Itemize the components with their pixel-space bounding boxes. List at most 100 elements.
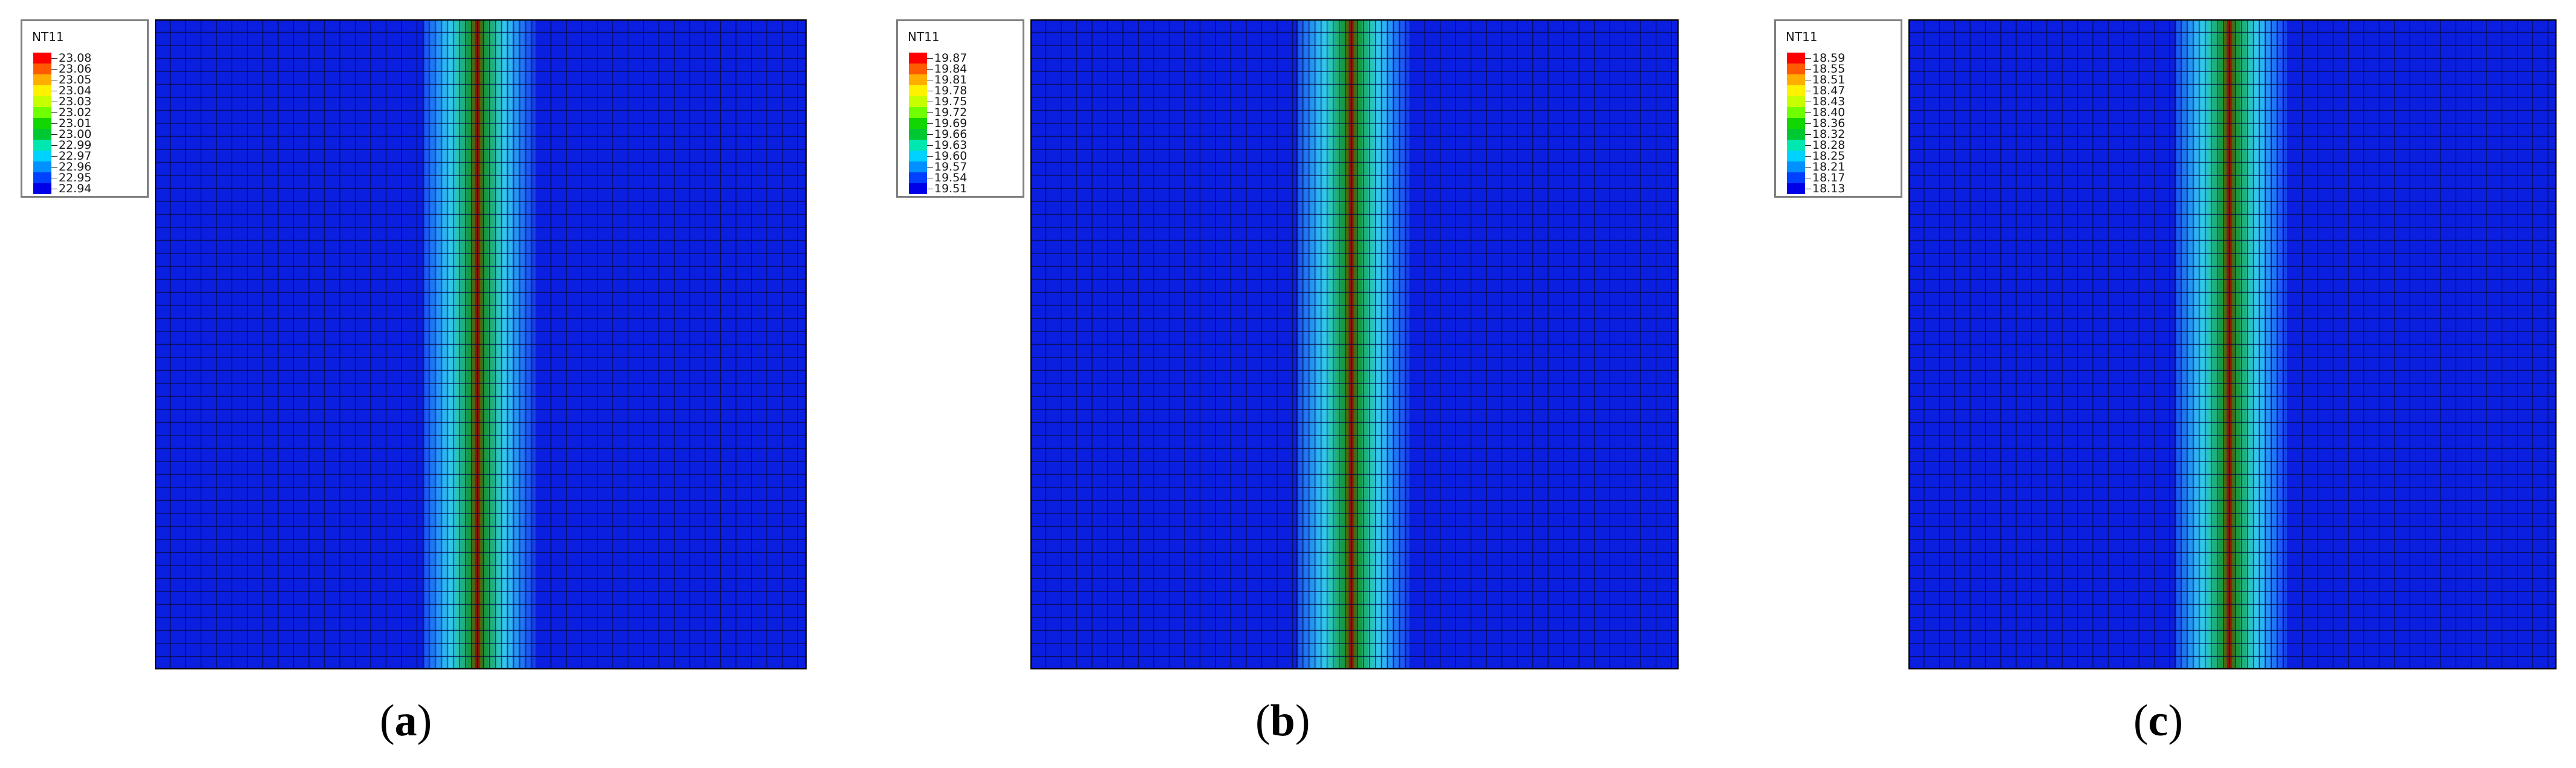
legend-swatch (33, 129, 51, 140)
legend-tick (927, 156, 933, 157)
legend-entry: 18.43 (1787, 95, 1902, 108)
legend-value-label: 18.32 (1812, 128, 1846, 141)
legend-value-label: 18.59 (1812, 51, 1846, 65)
legend-tick (927, 112, 933, 113)
legend-value-label: 18.47 (1812, 84, 1846, 97)
temperature-contour-plot (1908, 19, 2557, 669)
legend-swatch (909, 161, 927, 172)
legend-tick (1805, 167, 1811, 168)
legend-swatch (33, 85, 51, 96)
legend-tick (927, 134, 933, 135)
legend-value-label: 19.84 (934, 62, 968, 76)
legend-value-label: 18.13 (1812, 182, 1846, 195)
legend-tick (51, 156, 57, 157)
legend: NT11 19.87 19.84 19.81 19.78 19.75 19.72 19.69… (896, 19, 1024, 198)
legend-value-label: 22.96 (59, 160, 92, 174)
legend-swatch (909, 53, 927, 63)
legend-swatch (1787, 96, 1805, 107)
legend-entry: 19.84 (909, 62, 1024, 76)
legend-entry: 18.28 (1787, 138, 1902, 152)
legend-swatch (33, 140, 51, 151)
legend-swatch (909, 85, 927, 96)
legend-entry: 18.17 (1787, 171, 1902, 184)
legend-tick (51, 112, 57, 113)
legend-tick (1805, 69, 1811, 70)
legend-entry: 22.94 (33, 182, 148, 195)
legend-value-label: 18.28 (1812, 138, 1846, 152)
legend-value-label: 18.25 (1812, 149, 1846, 163)
temperature-contour-plot (1030, 19, 1679, 669)
legend-tick (927, 58, 933, 59)
legend-value-label: 23.05 (59, 73, 92, 86)
legend-swatch (33, 172, 51, 183)
legend-value-label: 19.81 (934, 73, 968, 86)
legend-entry: 23.02 (33, 106, 148, 119)
legend-tick (927, 167, 933, 168)
legend-value-label: 23.02 (59, 106, 92, 119)
legend-swatch (909, 151, 927, 161)
legend-value-label: 23.03 (59, 95, 92, 108)
legend-swatch (33, 74, 51, 85)
legend-swatch (1787, 172, 1805, 183)
legend-tick (51, 69, 57, 70)
legend-value-label: 19.60 (934, 149, 968, 163)
mesh-grid (155, 19, 807, 669)
legend-value-label: 23.08 (59, 51, 92, 65)
legend-swatch (909, 63, 927, 74)
legend-swatch (1787, 140, 1805, 151)
legend-entry: 18.40 (1787, 106, 1902, 119)
legend-swatch (1787, 161, 1805, 172)
legend-tick (927, 69, 933, 70)
legend-value-label: 18.55 (1812, 62, 1846, 76)
legend-value-label: 23.00 (59, 128, 92, 141)
caption: (c) (2133, 696, 2184, 746)
legend-swatch (1787, 74, 1805, 85)
legend-swatch (1787, 183, 1805, 194)
temperature-contour-plot (155, 19, 807, 669)
legend-entry: 19.81 (909, 73, 1024, 86)
legend-value-label: 19.72 (934, 106, 968, 119)
legend-tick (1805, 58, 1811, 59)
legend-entry: 19.60 (909, 149, 1024, 163)
legend-tick (51, 134, 57, 135)
plot-frame (1030, 19, 1679, 669)
mesh-grid (1030, 19, 1679, 669)
legend-swatch (1787, 107, 1805, 118)
legend-value-label: 23.01 (59, 117, 92, 130)
legend-swatch (909, 129, 927, 140)
legend-swatch (33, 118, 51, 129)
legend-entry: 23.08 (33, 51, 148, 65)
legend-swatch (1787, 53, 1805, 63)
legend-value-label: 19.54 (934, 171, 968, 184)
legend-entry: 23.04 (33, 84, 148, 97)
legend-value-label: 23.04 (59, 84, 92, 97)
legend-entry: 18.47 (1787, 84, 1902, 97)
legend-value-label: 19.75 (934, 95, 968, 108)
legend-entry: 19.87 (909, 51, 1024, 65)
legend-entry: 22.96 (33, 160, 148, 174)
legend-swatch (1787, 151, 1805, 161)
legend-value-label: 19.69 (934, 117, 968, 130)
legend-tick (927, 123, 933, 124)
legend-entry: 22.95 (33, 171, 148, 184)
legend-swatch (33, 107, 51, 118)
legend-value-label: 19.66 (934, 128, 968, 141)
legend-value-label: 18.21 (1812, 160, 1846, 174)
legend-entry: 18.59 (1787, 51, 1902, 65)
panel-c: NT11 18.59 18.55 18.51 18.47 18.43 18.40 18.36… (1751, 0, 2576, 768)
legend-entry: 18.25 (1787, 149, 1902, 163)
legend-entry: 18.32 (1787, 128, 1902, 141)
legend-title: NT11 (1786, 30, 1818, 44)
legend-entry: 18.36 (1787, 117, 1902, 130)
legend-swatch (33, 63, 51, 74)
legend-value-label: 18.40 (1812, 106, 1846, 119)
legend-tick (1805, 123, 1811, 124)
legend-tick (1805, 134, 1811, 135)
legend-entry: 23.03 (33, 95, 148, 108)
legend-value-label: 19.63 (934, 138, 968, 152)
legend-entry: 23.05 (33, 73, 148, 86)
plot-frame (155, 19, 807, 669)
legend-value-label: 22.94 (59, 182, 92, 195)
legend-value-label: 18.43 (1812, 95, 1846, 108)
legend: NT11 23.08 23.06 23.05 23.04 23.03 23.02 23.01… (21, 19, 149, 198)
